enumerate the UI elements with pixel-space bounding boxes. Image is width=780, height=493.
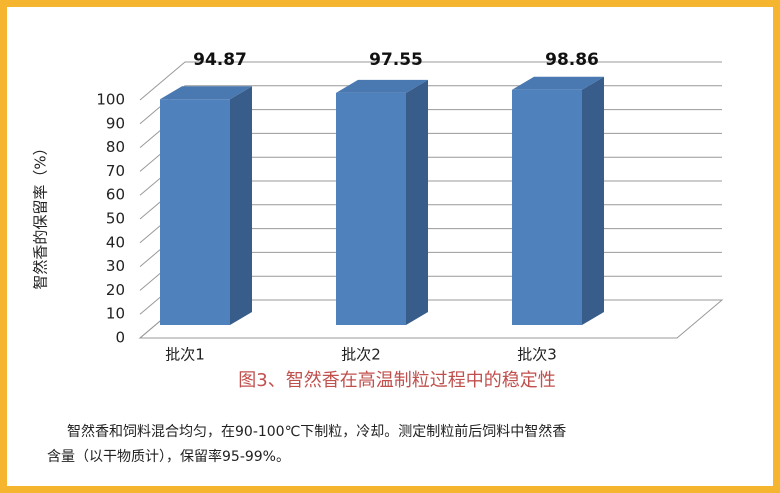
y-tick-label: 30	[106, 257, 125, 275]
bar-face	[336, 92, 406, 326]
bar	[512, 76, 604, 326]
y-tick-label: 80	[106, 138, 125, 156]
data-label: 98.86	[545, 50, 599, 70]
bar-face	[512, 89, 582, 326]
x-tick-label: 批次2	[341, 346, 381, 364]
y-tick-label: 50	[106, 210, 125, 228]
bar-face	[336, 79, 428, 93]
bar-face	[582, 76, 604, 326]
y-tick-label: 100	[96, 91, 125, 109]
bar	[336, 79, 428, 326]
x-tick-label: 批次3	[517, 346, 557, 364]
note-line: 含量（以干物质计），保留率95-99%。	[47, 448, 290, 465]
bar-face	[160, 86, 252, 100]
y-tick-label: 60	[106, 186, 125, 204]
note-line: 智然香和饲料混合均匀，在90-100℃下制粒，冷却。测定制粒前后饲料中智然香	[67, 423, 566, 440]
y-tick-label: 90	[106, 114, 125, 132]
y-tick-label: 0	[115, 329, 125, 347]
bar-face	[512, 76, 604, 90]
bar	[160, 86, 252, 325]
y-axis-label: 智然香的保留率（%）	[32, 140, 50, 289]
y-tick-label: 20	[106, 281, 125, 299]
x-tick-label: 批次1	[165, 346, 205, 364]
bar-face	[406, 79, 428, 326]
bar-face	[230, 86, 252, 325]
caption: 图3、智然香在高温制粒过程中的稳定性	[238, 370, 555, 391]
data-label: 94.87	[193, 50, 247, 70]
card: 智然香的保留率（%） 图3、智然香在高温制粒过程中的稳定性 智然香和饲料混合均匀…	[7, 7, 773, 486]
y-tick-label: 10	[106, 305, 125, 323]
y-tick-label: 40	[106, 233, 125, 251]
chart: 智然香的保留率（%） 图3、智然香在高温制粒过程中的稳定性 智然香和饲料混合均匀…	[32, 50, 724, 465]
data-label: 97.55	[369, 50, 423, 70]
y-tick-label: 70	[106, 162, 125, 180]
bar-face	[160, 99, 230, 325]
grid-line	[139, 61, 722, 101]
